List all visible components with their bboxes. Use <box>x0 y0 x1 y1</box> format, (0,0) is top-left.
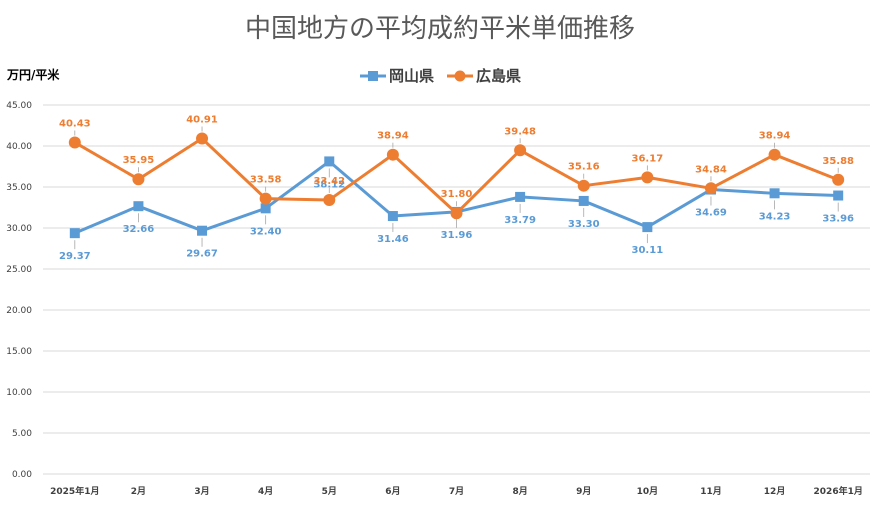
y-tick-label: 40.00 <box>6 142 32 152</box>
x-tick-label: 8月 <box>512 486 527 497</box>
data-label-hiroshima: 35.88 <box>822 156 854 167</box>
x-tick-label: 9月 <box>576 486 591 497</box>
legend-label-okayama: 岡山県 <box>389 67 434 85</box>
data-label-hiroshima: 34.84 <box>695 164 727 175</box>
data-label-okayama: 38.12 <box>313 179 345 190</box>
data-point-hiroshima <box>577 179 590 192</box>
data-point-okayama <box>69 228 80 239</box>
data-label-hiroshima: 33.58 <box>250 175 282 186</box>
y-tick-label: 30.00 <box>6 224 32 234</box>
y-tick-label: 15.00 <box>6 347 32 357</box>
x-tick-label: 10月 <box>637 486 659 497</box>
data-point-okayama <box>515 191 526 202</box>
data-label-hiroshima: 38.94 <box>377 131 409 142</box>
x-tick-label: 5月 <box>322 486 337 497</box>
data-point-okayama <box>578 195 589 206</box>
legend: 岡山県 広島県 <box>360 67 521 85</box>
data-label-okayama: 34.69 <box>695 208 727 219</box>
data-label-okayama: 32.40 <box>250 226 282 237</box>
data-point-hiroshima <box>196 132 209 145</box>
data-point-okayama <box>642 222 653 233</box>
y-tick-label: 35.00 <box>6 183 32 193</box>
data-point-hiroshima <box>386 148 399 161</box>
data-label-hiroshima: 39.48 <box>504 126 536 137</box>
legend-marker-okayama <box>368 71 378 81</box>
data-label-okayama: 31.96 <box>441 230 473 241</box>
data-label-hiroshima: 36.17 <box>632 153 664 164</box>
legend-item-okayama[interactable]: 岡山県 <box>360 67 434 85</box>
x-tick-label: 4月 <box>258 486 273 497</box>
x-tick-label: 7月 <box>449 486 464 497</box>
data-point-hiroshima <box>68 136 81 149</box>
data-label-okayama: 33.79 <box>504 215 536 226</box>
data-label-okayama: 29.67 <box>186 249 218 260</box>
data-point-okayama <box>324 156 335 167</box>
data-point-okayama <box>133 201 144 212</box>
data-label-okayama: 34.23 <box>759 211 791 222</box>
legend-marker-hiroshima <box>454 70 466 82</box>
x-tick-label: 12月 <box>764 486 786 497</box>
data-point-hiroshima <box>323 193 336 206</box>
data-point-okayama <box>769 188 780 199</box>
y-tick-label: 0.00 <box>12 470 32 480</box>
data-label-hiroshima: 38.94 <box>759 131 791 142</box>
data-label-okayama: 31.46 <box>377 234 409 245</box>
data-label-hiroshima: 33.42 <box>313 176 345 187</box>
legend-item-hiroshima[interactable]: 広島県 <box>447 67 521 85</box>
y-tick-label: 45.00 <box>6 101 32 111</box>
data-point-hiroshima <box>259 192 272 205</box>
data-label-hiroshima: 35.95 <box>123 155 155 166</box>
data-label-hiroshima: 31.80 <box>441 189 473 200</box>
data-point-hiroshima <box>832 173 845 186</box>
data-point-okayama <box>833 190 844 201</box>
legend-label-hiroshima: 広島県 <box>476 67 521 85</box>
chart-title: 中国地方の平均成約平米単価推移 <box>245 14 635 44</box>
data-label-okayama: 33.96 <box>822 214 854 225</box>
data-label-okayama: 30.11 <box>632 245 664 256</box>
data-label-okayama: 32.66 <box>123 224 155 235</box>
data-label-hiroshima: 40.91 <box>186 115 218 126</box>
data-point-hiroshima <box>132 173 145 186</box>
y-tick-label: 5.00 <box>12 429 32 439</box>
data-label-okayama: 29.37 <box>59 251 91 262</box>
x-tick-label: 2025年1月 <box>50 485 99 497</box>
data-point-okayama <box>197 225 208 236</box>
data-label-okayama: 33.30 <box>568 219 600 230</box>
y-tick-label: 25.00 <box>6 265 32 275</box>
plot-area: 0.00 5.00 10.00 15.00 20.00 25.00 30.00 35.00 40… <box>6 101 870 497</box>
data-point-hiroshima <box>450 207 463 220</box>
x-tick-label: 11月 <box>700 486 722 497</box>
x-tick-label: 3月 <box>194 486 209 497</box>
x-tick-label: 6月 <box>385 486 400 497</box>
x-tick-label: 2026年1月 <box>814 485 863 497</box>
data-label-hiroshima: 35.16 <box>568 162 600 173</box>
data-point-hiroshima <box>704 182 717 195</box>
x-tick-label: 2月 <box>131 486 146 497</box>
data-label-hiroshima: 40.43 <box>59 118 91 129</box>
data-point-okayama <box>260 203 271 214</box>
data-point-okayama <box>387 211 398 222</box>
y-tick-label: 20.00 <box>6 306 32 316</box>
data-point-hiroshima <box>768 148 781 161</box>
data-point-hiroshima <box>514 144 527 157</box>
y-axis-unit-label: 万円/平米 <box>6 67 60 82</box>
data-point-hiroshima <box>641 171 654 184</box>
y-tick-label: 10.00 <box>6 388 32 398</box>
